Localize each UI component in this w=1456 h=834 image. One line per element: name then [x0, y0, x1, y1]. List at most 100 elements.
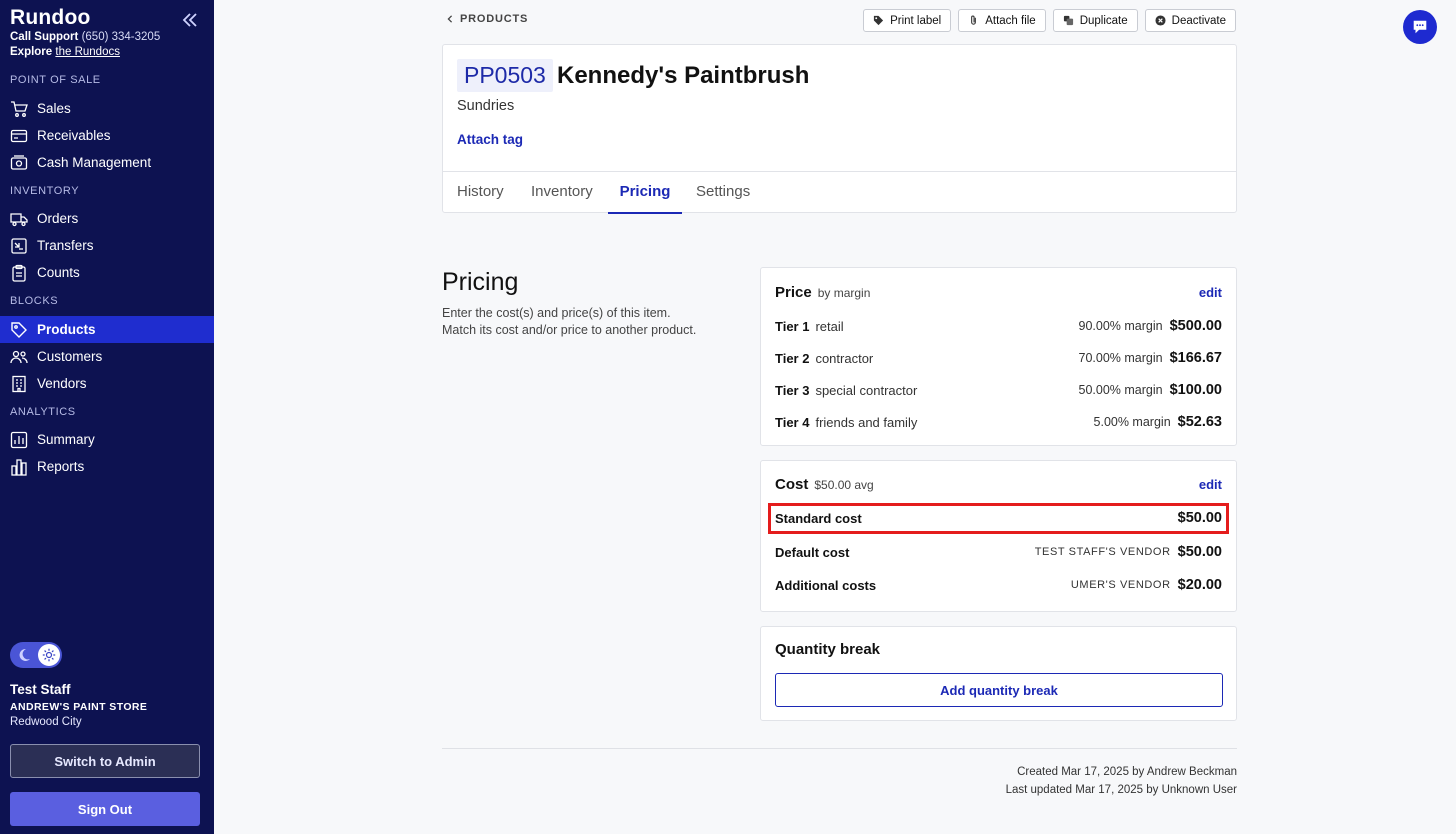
sidebar-item-vendors[interactable]: Vendors — [0, 370, 214, 397]
sidebar-item-label: Orders — [37, 211, 79, 226]
user-name: Test Staff — [10, 682, 71, 697]
tab-inventory[interactable]: Inventory — [531, 183, 593, 200]
cost-value: $20.00 — [1177, 577, 1222, 593]
cost-value: $50.00 — [1177, 510, 1222, 526]
edit-cost-link[interactable]: edit — [1198, 477, 1222, 492]
tier-name: special contractor — [815, 382, 918, 398]
pricing-title: Pricing — [442, 268, 519, 296]
price-card: Price by margin edit Tier 1 retail 90.00% … — [760, 267, 1237, 446]
footer-divider — [442, 748, 1237, 749]
sidebar-item-label: Vendors — [37, 376, 87, 391]
sidebar-item-cash-management[interactable]: Cash Management — [0, 149, 214, 176]
quantity-break-card: Quantity break Add quantity break — [760, 626, 1237, 721]
product-sku: PP0503 — [457, 59, 553, 92]
standard-cost-row: Standard cost $50.00 — [775, 508, 1222, 528]
price-subtitle: by margin — [817, 286, 871, 300]
sidebar-item-label: Sales — [37, 101, 71, 116]
sidebar-item-products[interactable]: Products — [0, 316, 214, 343]
record-metadata: Created Mar 17, 2025 by Andrew Beckman L… — [1006, 763, 1237, 799]
sidebar-item-counts[interactable]: Counts — [0, 259, 214, 286]
support-phone[interactable]: (650) 334-3205 — [81, 31, 161, 43]
sidebar-item-sales[interactable]: Sales — [0, 95, 214, 122]
print-label-text: Print label — [890, 14, 942, 27]
price-tier-row: Tier 4 friends and family 5.00% margin $5… — [775, 412, 1222, 432]
tag-icon — [11, 321, 27, 338]
collapse-sidebar-icon[interactable] — [180, 10, 200, 30]
sidebar-item-label: Customers — [37, 349, 103, 364]
section-analytics: ANALYTICS — [10, 406, 76, 418]
print-label-button[interactable]: Print label — [863, 9, 952, 32]
sidebar-item-reports[interactable]: Reports — [0, 453, 214, 480]
cost-label: Additional costs — [775, 577, 877, 593]
tab-pricing[interactable]: Pricing — [608, 172, 682, 214]
tier-label: Tier 2 — [775, 350, 810, 366]
tier-name: contractor — [815, 350, 874, 366]
sidebar-item-label: Receivables — [37, 128, 111, 143]
chart-icon — [10, 431, 28, 448]
cost-label: Default cost — [775, 544, 850, 560]
default-cost-row: Default cost TEST STAFF'S VENDOR $50.00 — [775, 542, 1222, 562]
users-icon — [10, 350, 28, 363]
tab-settings[interactable]: Settings — [696, 183, 751, 200]
chat-icon — [1413, 20, 1427, 34]
updated-info: Last updated Mar 17, 2025 by Unknown Use… — [1005, 784, 1237, 796]
switch-to-admin-button[interactable]: Switch to Admin — [10, 744, 200, 778]
sidebar-item-receivables[interactable]: Receivables — [0, 122, 214, 149]
toolbar: Print label Attach file Duplicate Deacti… — [863, 9, 1236, 32]
rundocs-link[interactable]: the Rundocs — [55, 46, 120, 58]
tier-name: friends and family — [815, 414, 918, 430]
sidebar: Rundoo Call Support (650) 334-3205 Explo… — [0, 0, 214, 834]
add-quantity-break-button[interactable]: Add quantity break — [775, 673, 1223, 707]
attach-file-button[interactable]: Attach file — [958, 9, 1046, 32]
store-city: Redwood City — [10, 716, 82, 728]
sidebar-item-label: Counts — [37, 265, 80, 280]
card-icon — [10, 129, 28, 142]
sign-out-button[interactable]: Sign Out — [10, 792, 200, 826]
sidebar-item-customers[interactable]: Customers — [0, 343, 214, 370]
cost-title: Cost — [775, 476, 809, 493]
price-title: Price — [775, 284, 812, 301]
tier-margin: 90.00% margin — [1078, 319, 1163, 333]
tier-price: $52.63 — [1177, 414, 1222, 430]
price-tier-row: Tier 2 contractor 70.00% margin $166.67 — [775, 348, 1222, 368]
cost-vendor: UMER'S VENDOR — [1070, 579, 1171, 591]
sidebar-item-summary[interactable]: Summary — [0, 426, 214, 453]
created-info: Created Mar 17, 2025 by Andrew Beckman — [1017, 766, 1237, 778]
tier-price: $166.67 — [1169, 350, 1222, 366]
duplicate-button[interactable]: Duplicate — [1052, 9, 1138, 32]
breadcrumb[interactable]: PRODUCTS — [446, 13, 528, 25]
tier-name: retail — [815, 318, 844, 334]
price-tier-row: Tier 3 special contractor 50.00% margin $… — [775, 380, 1222, 400]
product-category: Sundries — [457, 98, 515, 114]
tier-label: Tier 1 — [775, 318, 810, 334]
theme-toggle[interactable] — [10, 642, 62, 668]
bar-chart-icon — [11, 458, 27, 476]
cost-value: $50.00 — [1177, 544, 1222, 560]
edit-price-link[interactable]: edit — [1198, 285, 1222, 300]
sidebar-item-label: Transfers — [37, 238, 94, 253]
price-card-title: Price by margin — [775, 284, 870, 301]
sidebar-item-orders[interactable]: Orders — [0, 205, 214, 232]
product-name: Kennedy's Paintbrush — [557, 62, 810, 89]
pricing-desc-line: Match its cost and/or price to another p… — [442, 323, 697, 337]
additional-costs-row: Additional costs UMER'S VENDOR $20.00 — [775, 575, 1222, 595]
price-tier-row: Tier 1 retail 90.00% margin $500.00 — [775, 316, 1222, 336]
sidebar-item-label: Reports — [37, 459, 85, 474]
duplicate-text: Duplicate — [1079, 14, 1128, 27]
cost-vendor: TEST STAFF'S VENDOR — [1034, 546, 1171, 558]
chat-support-button[interactable] — [1403, 10, 1437, 44]
truck-icon — [10, 212, 28, 226]
tier-label: Tier 3 — [775, 382, 810, 398]
sidebar-item-transfers[interactable]: Transfers — [0, 232, 214, 259]
sun-icon — [38, 644, 60, 666]
attach-tag-link[interactable]: Attach tag — [457, 132, 524, 147]
standard-cost-highlight — [768, 503, 1229, 534]
deactivate-button[interactable]: Deactivate — [1144, 9, 1236, 32]
chevron-left-icon — [447, 15, 453, 23]
section-blocks: BLOCKS — [10, 295, 59, 307]
clipboard-icon — [12, 264, 26, 282]
tab-history[interactable]: History — [457, 183, 504, 200]
building-icon — [12, 375, 26, 392]
transfer-icon — [11, 237, 27, 254]
product-header-card: PP0503 Kennedy's Paintbrush Sundries Att… — [442, 44, 1237, 214]
